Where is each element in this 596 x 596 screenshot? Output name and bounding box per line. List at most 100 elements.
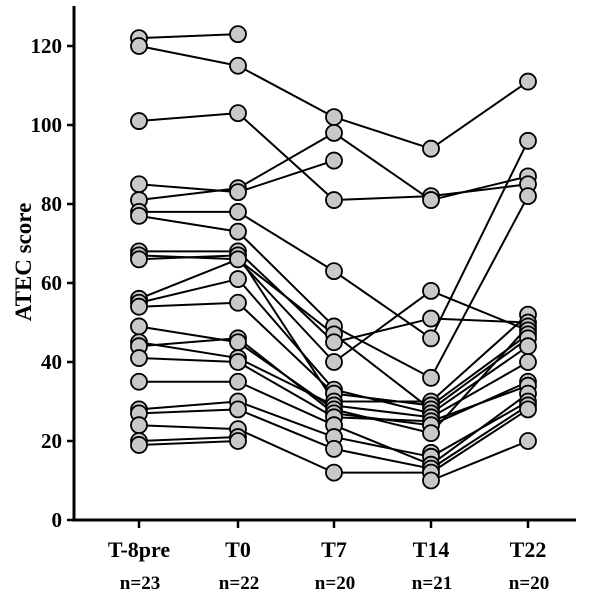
data-point-T-8pre-21	[130, 416, 148, 435]
data-point-T-8pre-10	[130, 250, 148, 269]
series-line-21-seg-2	[237, 428, 335, 474]
data-point-T14-6	[422, 329, 440, 348]
data-points	[130, 25, 537, 490]
series-line-7-seg-2	[237, 230, 335, 328]
series-line-3-seg-4	[430, 183, 529, 198]
data-point-T22-20	[519, 432, 537, 450]
data-point-T-8pre-3	[130, 112, 148, 130]
series-line-19-seg-1	[138, 400, 239, 411]
series-line-3-seg-3	[333, 195, 432, 202]
series-line-17-seg-4	[430, 384, 529, 423]
series-line-11-seg-2	[237, 258, 335, 336]
series-line-15-seg-2	[237, 357, 335, 407]
data-point-T22-5	[519, 187, 537, 206]
data-point-T14-15	[422, 424, 440, 443]
data-point-T-8pre-2	[130, 37, 148, 55]
x-tick-label-T7: T7	[321, 537, 347, 562]
data-point-T0-22	[229, 432, 247, 450]
series-line-8-seg-4	[430, 317, 529, 324]
data-point-T14-5	[422, 309, 440, 328]
series-line-12-seg-2	[237, 278, 335, 391]
series-line-5-seg-1	[138, 187, 239, 202]
data-point-T-8pre-13	[130, 297, 148, 316]
data-point-T0-3	[229, 104, 247, 123]
y-axis-label: ATEC score	[11, 203, 36, 322]
series-line-12-seg-3	[333, 388, 432, 415]
data-point-T7-2	[325, 123, 343, 142]
series-line-20-seg-3	[333, 447, 432, 470]
series-line-14-seg-4	[430, 325, 529, 434]
series-line-7-seg-1	[138, 214, 239, 233]
series-line-18-seg-2	[237, 380, 335, 427]
sample-size-label-T14: n=21	[412, 573, 452, 594]
series-line-1-seg-1	[138, 33, 239, 40]
series-line-11-seg-4	[430, 337, 529, 411]
data-point-T7-4	[325, 191, 343, 209]
series-line-13-seg-4	[430, 333, 529, 407]
series-line-2-seg-1	[138, 45, 239, 67]
series-line-2-seg-2	[237, 64, 335, 118]
axis-labels: 0 20 40 60 80 100 120 T-8pre n=23 T0 n=22 T7 n=20 T14…	[31, 34, 550, 594]
data-point-T0-16	[229, 353, 247, 371]
series-line-6-seg-4	[430, 140, 529, 339]
sample-size-label-T0: n=22	[219, 573, 259, 594]
data-point-T0-5	[229, 183, 247, 202]
data-point-T-8pre-4	[130, 175, 148, 194]
series-line-15-seg-4	[430, 361, 529, 419]
data-point-T7-9	[325, 353, 343, 371]
series-line-22-seg-1	[138, 436, 239, 442]
series-line-2-seg-3	[333, 116, 432, 150]
series-line-4-seg-2	[237, 159, 335, 194]
data-point-T14-21	[422, 471, 440, 490]
y-tick-label-0: 0	[52, 508, 63, 532]
series-line-21-seg-4	[430, 408, 529, 474]
series-line-9-seg-3	[333, 290, 432, 363]
data-point-T22-13	[519, 353, 537, 371]
x-tick-label-T14: T14	[413, 537, 450, 562]
data-point-T-8pre-18	[130, 372, 148, 391]
x-tick-label-T22: T22	[510, 537, 547, 562]
data-point-T-8pre-14	[130, 317, 148, 336]
data-point-T14-3	[422, 191, 440, 209]
data-point-T22-19	[519, 400, 537, 419]
series-line-11-seg-3	[333, 333, 432, 411]
data-point-T14-1	[422, 139, 440, 158]
data-point-T7-19	[325, 439, 343, 458]
series-line-9-seg-2	[237, 258, 335, 363]
series-line-5-seg-3	[333, 132, 432, 201]
data-point-T7-5	[325, 262, 343, 281]
series-line-3-seg-1	[138, 112, 239, 123]
data-point-T14-4	[422, 281, 440, 300]
data-point-T7-20	[325, 463, 343, 482]
series-line-17-seg-2	[237, 361, 335, 419]
series-line-16-seg-2	[237, 337, 335, 415]
series-line-19-seg-4	[430, 400, 529, 458]
series-line-23-seg-1	[138, 440, 239, 446]
data-point-T-8pre-17	[130, 349, 148, 367]
y-tick-label-60: 60	[41, 271, 62, 295]
data-point-T22-1	[519, 72, 537, 91]
data-point-T-8pre-7	[130, 206, 148, 225]
data-point-T0-7	[229, 222, 247, 241]
sample-size-label-T-8pre: n=23	[120, 573, 160, 594]
series-line-13-seg-2	[237, 302, 335, 395]
data-point-T0-1	[229, 25, 247, 44]
data-point-T14-7	[422, 368, 440, 387]
series-line-17-seg-3	[333, 416, 432, 423]
y-tick-label-20: 20	[41, 429, 62, 453]
data-point-T0-11	[229, 270, 247, 288]
series-line-6-seg-2	[237, 211, 335, 273]
y-tick-label-100: 100	[31, 113, 63, 137]
data-point-T0-12	[229, 293, 247, 312]
series-line-22-seg-4	[430, 440, 529, 482]
series-line-6-seg-3	[333, 270, 432, 340]
series-line-21-seg-1	[138, 424, 239, 431]
axes	[67, 6, 576, 528]
y-tick-label-40: 40	[41, 350, 62, 374]
data-point-T7-8	[325, 333, 343, 352]
sample-size-label-T7: n=20	[315, 573, 355, 594]
series-line-13-seg-3	[333, 392, 432, 407]
x-tick-label-T0: T0	[225, 537, 251, 562]
